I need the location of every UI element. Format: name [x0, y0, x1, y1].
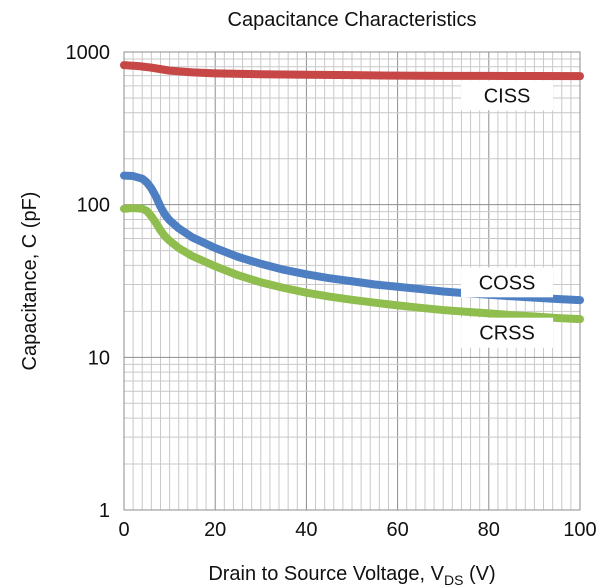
series-label-coss: COSS	[479, 272, 536, 294]
y-tick-label: 10	[88, 347, 110, 369]
annotation-layer: CISS COSS CRSS	[461, 80, 554, 348]
x-axis-label-subscript: DS	[444, 572, 463, 587]
x-tick-label: 80	[478, 519, 500, 541]
series-line-ciss	[120, 61, 584, 81]
series-label-group-coss: COSS	[461, 267, 554, 298]
y-tick-label: 1	[99, 500, 110, 522]
series-label-bg-crss	[461, 317, 554, 348]
series-label-group-ciss: CISS	[461, 80, 554, 111]
series-label-group-crss: CRSS	[461, 317, 554, 348]
x-tick-label: 60	[386, 519, 408, 541]
x-tick-label: 100	[563, 519, 596, 541]
chart-title: Capacitance Characteristics	[228, 9, 477, 31]
y-tick-label: 1000	[66, 42, 111, 64]
x-axis-label: Drain to Source Voltage, VDS (V)	[208, 563, 495, 587]
x-tick-label: 40	[295, 519, 317, 541]
x-tick-label: 20	[204, 519, 226, 541]
x-axis-label-main: Drain to Source Voltage, V	[208, 563, 444, 585]
series-label-bg-coss	[461, 267, 554, 298]
series-label-bg-ciss	[461, 80, 554, 111]
plot-border	[123, 51, 581, 511]
series-line-crss	[120, 204, 584, 324]
y-axis-label: Capacitance, C (pF)	[19, 192, 41, 371]
x-axis-label-suffix: (V)	[463, 563, 495, 585]
y-tick-label: 100	[77, 195, 110, 217]
axis-layer: 0 20 40 60 80 100 1 10 100 1000	[66, 42, 597, 541]
x-tick-label: 0	[118, 519, 129, 541]
series-label-crss: CRSS	[479, 323, 535, 345]
series-label-ciss: CISS	[484, 85, 531, 107]
